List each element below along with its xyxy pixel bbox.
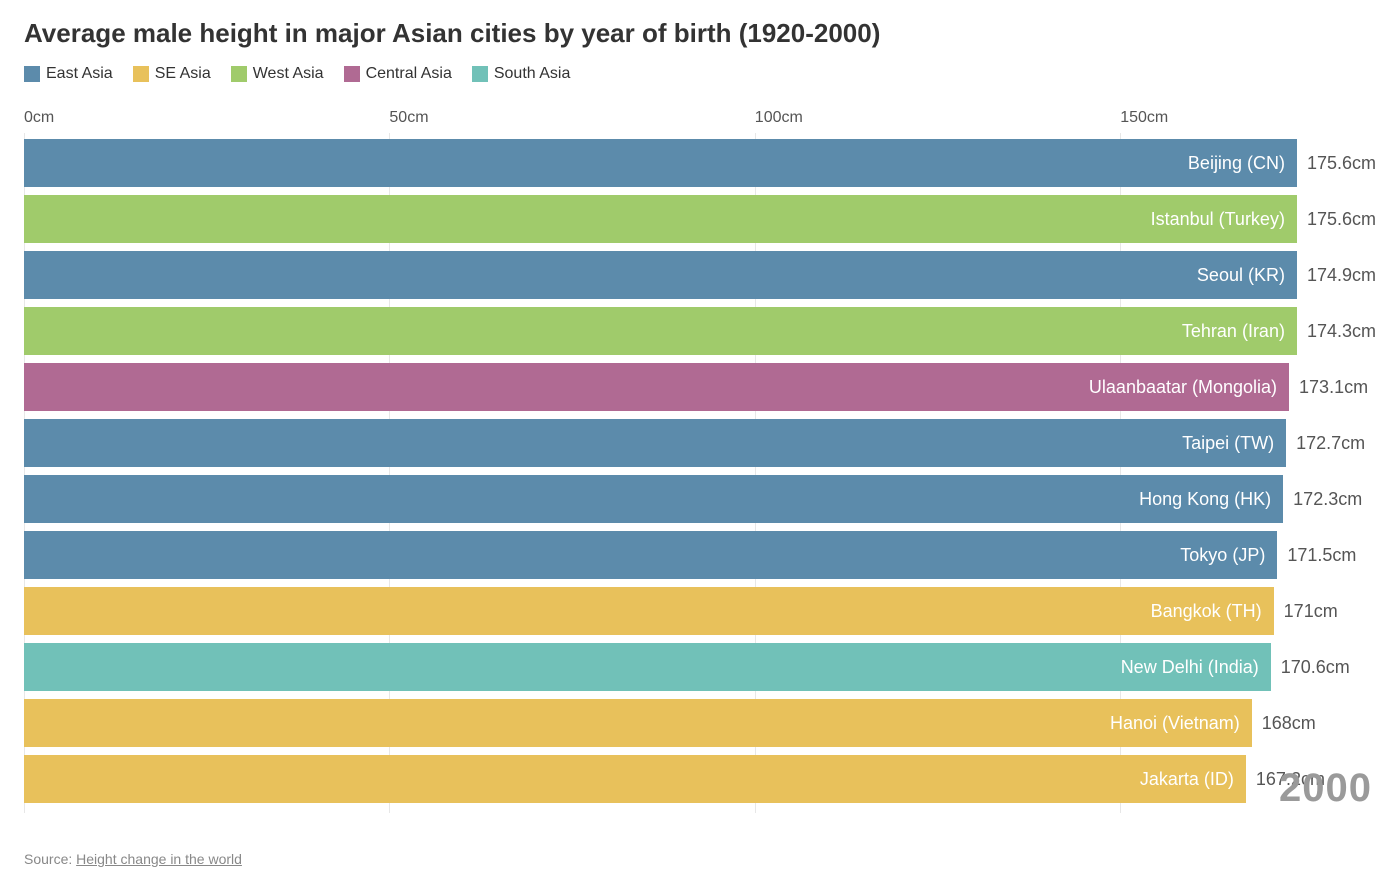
x-axis: 0cm 50cm 100cm 150cm <box>24 109 1376 133</box>
bar-value: 171cm <box>1274 601 1338 622</box>
bar: Jakarta (ID) <box>24 755 1246 803</box>
legend-swatch <box>231 66 247 82</box>
legend-swatch <box>344 66 360 82</box>
bar-label: Seoul (KR) <box>1197 265 1285 286</box>
plot-area: Beijing (CN) 175.6cm Istanbul (Turkey) 175.… <box>24 133 1376 813</box>
legend-label: Central Asia <box>366 65 452 83</box>
bar-row: Beijing (CN) 175.6cm <box>24 139 1376 187</box>
legend-label: East Asia <box>46 65 113 83</box>
bar-label: Tokyo (JP) <box>1180 545 1265 566</box>
bar: Hanoi (Vietnam) <box>24 699 1252 747</box>
legend-label: South Asia <box>494 65 571 83</box>
bar-label: New Delhi (India) <box>1121 657 1259 678</box>
legend-item: SE Asia <box>133 65 211 83</box>
bar-label: Beijing (CN) <box>1188 153 1285 174</box>
bar-row: Taipei (TW) 172.7cm <box>24 419 1376 467</box>
bar-row: Jakarta (ID)167.2cm <box>24 755 1376 803</box>
bar-value: 172.3cm <box>1283 489 1362 510</box>
bar-value: 168cm <box>1252 713 1316 734</box>
bar-row: Hanoi (Vietnam) 168cm <box>24 699 1376 747</box>
bar: Taipei (TW) <box>24 419 1286 467</box>
legend-item: Central Asia <box>344 65 452 83</box>
legend-swatch <box>24 66 40 82</box>
bar-value: 173.1cm <box>1289 377 1368 398</box>
bar-row: Tokyo (JP) 171.5cm <box>24 531 1376 579</box>
bar: Hong Kong (HK) <box>24 475 1283 523</box>
bar-row: Istanbul (Turkey) 175.6cm <box>24 195 1376 243</box>
legend: East Asia SE Asia West Asia Central Asia Sou… <box>24 65 1376 83</box>
bar-row: Seoul (KR) 174.9cm <box>24 251 1376 299</box>
legend-label: West Asia <box>253 65 324 83</box>
bar-label: Hanoi (Vietnam) <box>1110 713 1240 734</box>
bar: New Delhi (India) <box>24 643 1271 691</box>
bar-value: 171.5cm <box>1277 545 1356 566</box>
bar: Ulaanbaatar (Mongolia) <box>24 363 1289 411</box>
bar: Istanbul (Turkey) <box>24 195 1297 243</box>
bar-value: 174.3cm <box>1297 321 1376 342</box>
bar-row: Ulaanbaatar (Mongolia) 173.1cm <box>24 363 1376 411</box>
bar-value: 174.9cm <box>1297 265 1376 286</box>
year-label: 2000 <box>1279 766 1372 811</box>
bar-label: Hong Kong (HK) <box>1139 489 1271 510</box>
bar-row: Hong Kong (HK) 172.3cm <box>24 475 1376 523</box>
bar: Beijing (CN) <box>24 139 1297 187</box>
x-axis-tick-label: 50cm <box>389 109 428 127</box>
legend-item: South Asia <box>472 65 571 83</box>
bar: Tehran (Iran) <box>24 307 1297 355</box>
source-link[interactable]: Height change in the world <box>76 851 242 867</box>
legend-swatch <box>472 66 488 82</box>
source-credit: Source: Height change in the world <box>24 851 242 867</box>
bars-group: Beijing (CN) 175.6cm Istanbul (Turkey) 175.… <box>24 133 1376 803</box>
bar-value: 172.7cm <box>1286 433 1365 454</box>
bar-label: Istanbul (Turkey) <box>1151 209 1285 230</box>
legend-item: East Asia <box>24 65 113 83</box>
bar: Seoul (KR) <box>24 251 1297 299</box>
bar: Bangkok (TH) <box>24 587 1274 635</box>
bar-row: Bangkok (TH) 171cm <box>24 587 1376 635</box>
x-axis-tick-label: 0cm <box>24 109 54 127</box>
chart-title: Average male height in major Asian citie… <box>24 18 1376 49</box>
bar-label: Ulaanbaatar (Mongolia) <box>1089 377 1277 398</box>
legend-swatch <box>133 66 149 82</box>
bar-label: Jakarta (ID) <box>1140 769 1234 790</box>
source-prefix: Source: <box>24 851 76 867</box>
legend-label: SE Asia <box>155 65 211 83</box>
x-axis-tick-label: 100cm <box>755 109 803 127</box>
bar-label: Taipei (TW) <box>1182 433 1274 454</box>
bar-value: 175.6cm <box>1297 153 1376 174</box>
chart-container: Average male height in major Asian citie… <box>0 0 1400 877</box>
bar-label: Bangkok (TH) <box>1151 601 1262 622</box>
legend-item: West Asia <box>231 65 324 83</box>
bar-row: Tehran (Iran) 174.3cm <box>24 307 1376 355</box>
bar: Tokyo (JP) <box>24 531 1277 579</box>
bar-row: New Delhi (India) 170.6cm <box>24 643 1376 691</box>
x-axis-tick-label: 150cm <box>1120 109 1168 127</box>
bar-label: Tehran (Iran) <box>1182 321 1285 342</box>
bar-value: 175.6cm <box>1297 209 1376 230</box>
bar-value: 170.6cm <box>1271 657 1350 678</box>
